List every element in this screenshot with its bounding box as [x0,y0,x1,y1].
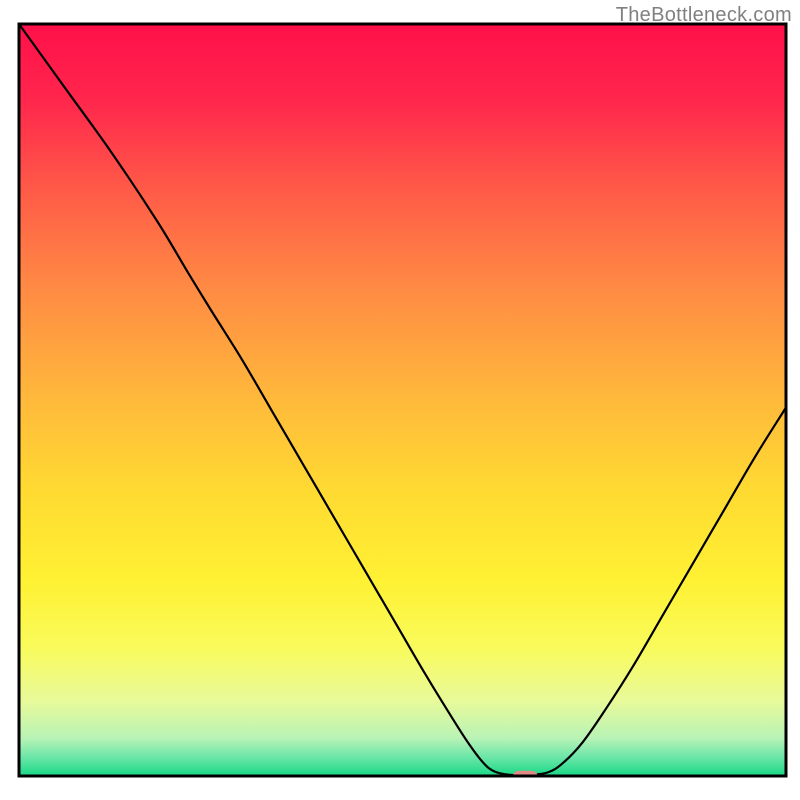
chart-container: TheBottleneck.com [0,0,800,800]
gradient-background [19,24,786,776]
bottleneck-chart [0,0,800,800]
watermark-text: TheBottleneck.com [616,4,792,27]
